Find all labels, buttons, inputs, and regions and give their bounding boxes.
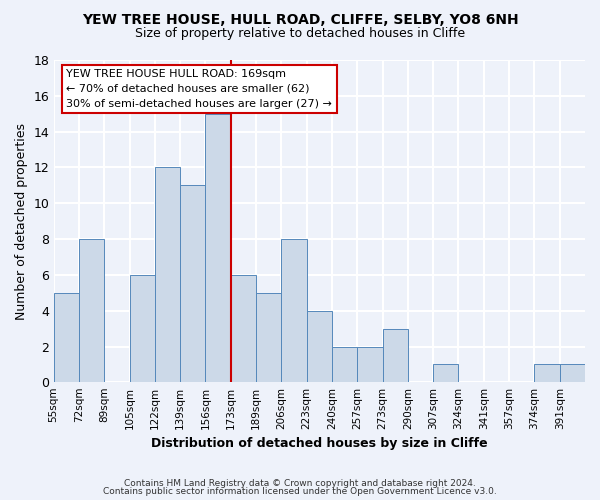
Text: Size of property relative to detached houses in Cliffe: Size of property relative to detached ho… [135,28,465,40]
Bar [281,239,307,382]
Bar [535,364,560,382]
Bar [256,293,281,382]
Bar [130,275,155,382]
Bar [433,364,458,382]
Bar [205,114,231,382]
Bar [357,346,383,382]
Bar [332,346,357,382]
Text: YEW TREE HOUSE, HULL ROAD, CLIFFE, SELBY, YO8 6NH: YEW TREE HOUSE, HULL ROAD, CLIFFE, SELBY… [82,12,518,26]
X-axis label: Distribution of detached houses by size in Cliffe: Distribution of detached houses by size … [151,437,488,450]
Bar [155,168,180,382]
Bar [560,364,585,382]
Bar [231,275,256,382]
Y-axis label: Number of detached properties: Number of detached properties [15,122,28,320]
Text: YEW TREE HOUSE HULL ROAD: 169sqm
← 70% of detached houses are smaller (62)
30% o: YEW TREE HOUSE HULL ROAD: 169sqm ← 70% o… [66,69,332,108]
Bar [307,310,332,382]
Bar [383,328,408,382]
Text: Contains HM Land Registry data © Crown copyright and database right 2024.: Contains HM Land Registry data © Crown c… [124,478,476,488]
Bar [79,239,104,382]
Bar [180,186,205,382]
Text: Contains public sector information licensed under the Open Government Licence v3: Contains public sector information licen… [103,487,497,496]
Bar [53,293,79,382]
